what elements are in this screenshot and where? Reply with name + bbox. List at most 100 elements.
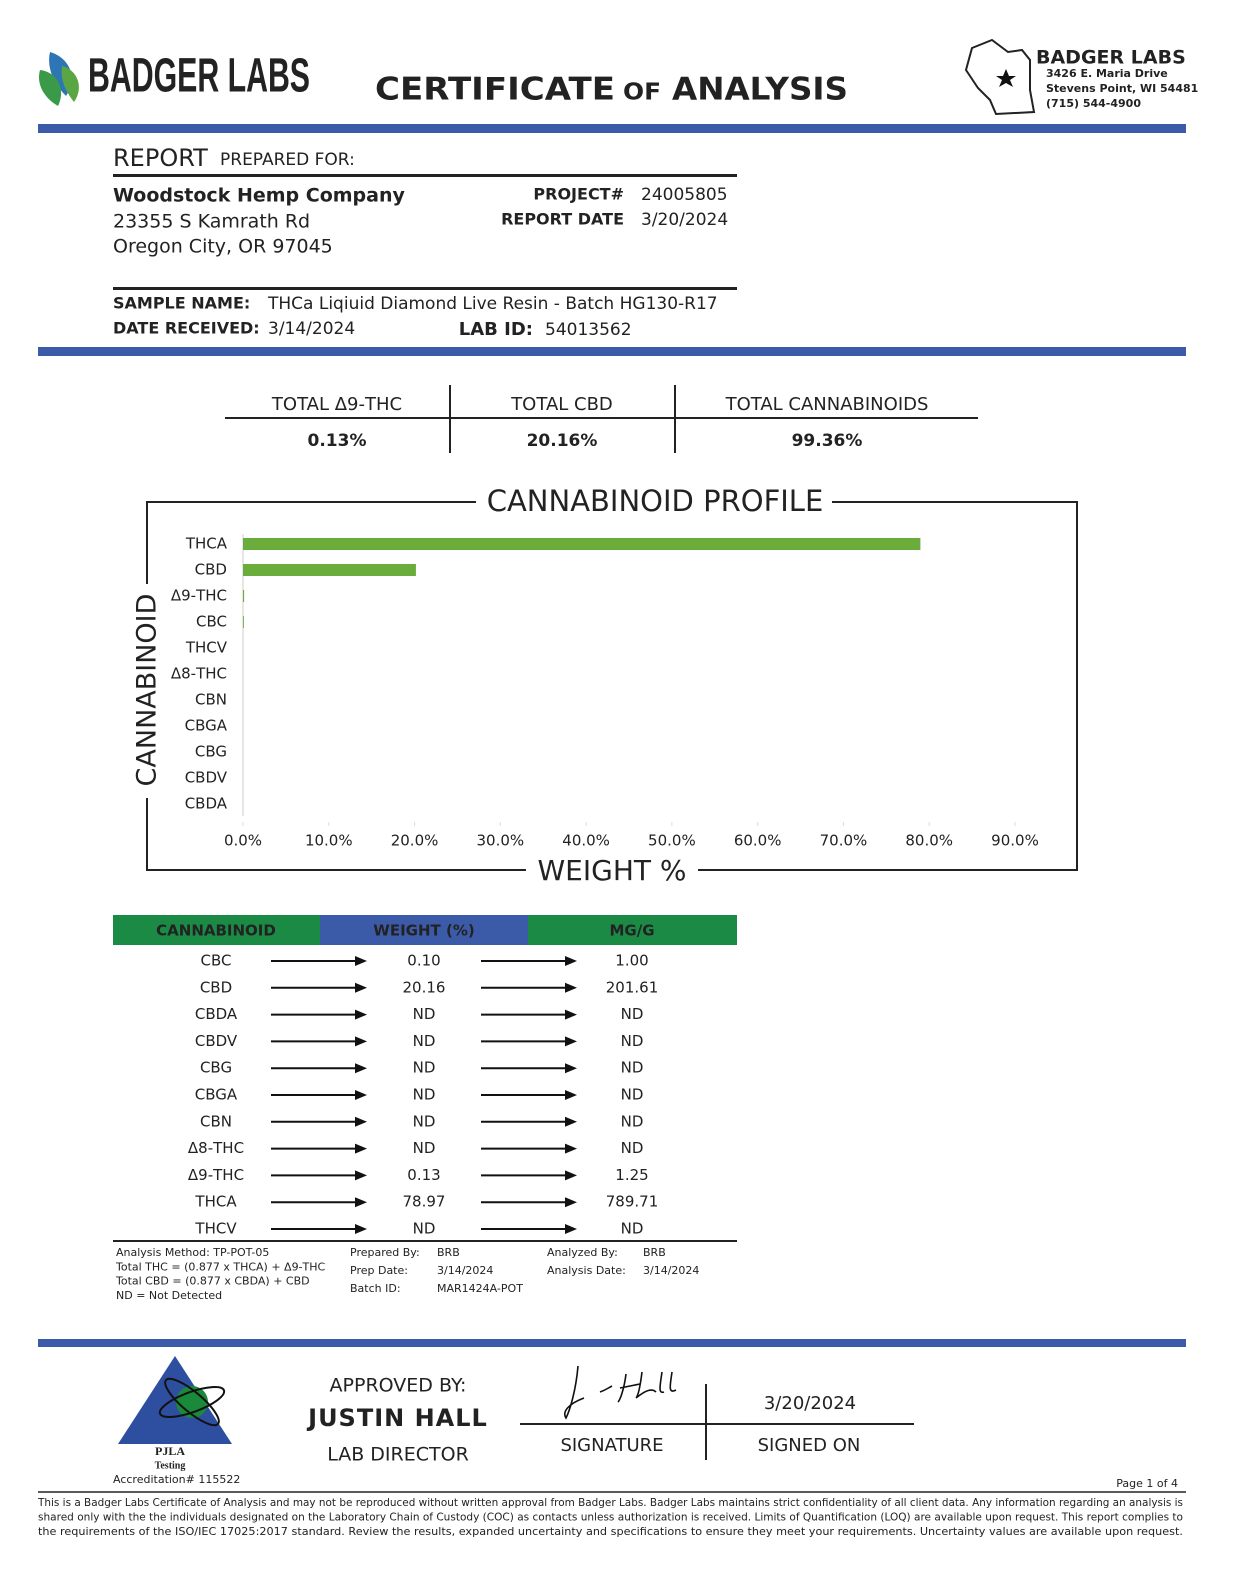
arrow-head bbox=[565, 1036, 577, 1047]
arrow-head bbox=[565, 1143, 577, 1154]
table-cell: ND bbox=[621, 1005, 644, 1023]
arrow-head bbox=[565, 1197, 577, 1208]
table-cell: CBGA bbox=[195, 1086, 238, 1104]
note: ND = Not Detected bbox=[116, 1289, 222, 1302]
arrow-head bbox=[565, 1009, 577, 1020]
y-tick-label: CBN bbox=[195, 691, 227, 709]
x-axis-title: WEIGHT % bbox=[538, 854, 687, 887]
table-cell: ND bbox=[621, 1220, 644, 1238]
pjla-logo bbox=[118, 1356, 232, 1444]
note-label: Prep Date: bbox=[350, 1264, 408, 1277]
document-title: CERTIFICATE bbox=[375, 72, 615, 108]
field-label: REPORT DATE bbox=[501, 210, 624, 229]
brand-logo bbox=[38, 52, 79, 106]
x-tick-label: 80.0% bbox=[905, 832, 953, 850]
table-cell: CBN bbox=[200, 1112, 232, 1130]
state-outline bbox=[964, 38, 1036, 116]
brand-name: BADGER LABS bbox=[88, 50, 310, 103]
disclaimer: shared only with the the individuals des… bbox=[38, 1512, 1183, 1524]
field-value: 24005805 bbox=[641, 185, 728, 205]
y-tick-label: THCV bbox=[185, 639, 228, 657]
x-tick-label: 10.0% bbox=[305, 832, 353, 850]
column-header: MG/G bbox=[609, 922, 654, 940]
total-label: TOTAL CBD bbox=[510, 394, 613, 415]
table-cell: ND bbox=[413, 1059, 436, 1077]
note-value: 3/14/2024 bbox=[643, 1264, 699, 1277]
note-label: Batch ID: bbox=[350, 1282, 401, 1295]
x-tick-label: 90.0% bbox=[991, 832, 1039, 850]
approver-role: LAB DIRECTOR bbox=[327, 1444, 469, 1466]
table-cell: 0.10 bbox=[407, 952, 440, 970]
table-cell: 78.97 bbox=[403, 1193, 446, 1211]
total-value: 99.36% bbox=[792, 431, 863, 451]
signed-on-label: SIGNED ON bbox=[758, 1435, 861, 1456]
table-header-cell bbox=[528, 915, 737, 945]
table-cell: 20.16 bbox=[403, 978, 446, 996]
table-cell: 789.71 bbox=[606, 1193, 659, 1211]
x-tick-label: 70.0% bbox=[820, 832, 868, 850]
field-label: DATE RECEIVED: bbox=[113, 319, 260, 338]
lab-phone: (715) 544-4900 bbox=[1046, 97, 1141, 110]
star-icon bbox=[996, 69, 1016, 87]
arrow-head bbox=[565, 1090, 577, 1100]
table-cell: ND bbox=[413, 1032, 436, 1050]
y-tick-label: CBG bbox=[195, 743, 227, 761]
divider bbox=[113, 174, 737, 177]
column-header: CANNABINOID bbox=[156, 922, 276, 940]
x-tick-label: 60.0% bbox=[734, 832, 782, 850]
arrow-head bbox=[355, 1197, 367, 1208]
bar bbox=[243, 538, 921, 550]
section-label: REPORT bbox=[113, 144, 208, 172]
approver-name: JUSTIN HALL bbox=[306, 1404, 488, 1432]
table-cell: 0.13 bbox=[407, 1166, 440, 1184]
note: Analysis Method: TP-POT-05 bbox=[116, 1246, 269, 1259]
lab-address: Stevens Point, WI 54481 bbox=[1046, 82, 1198, 95]
field-value: 54013562 bbox=[545, 320, 632, 340]
total-label: TOTAL Δ9-THC bbox=[271, 394, 402, 415]
y-axis-title: CANNABINOID bbox=[132, 594, 163, 787]
table-header-cell bbox=[113, 915, 320, 945]
bar bbox=[243, 616, 244, 628]
arrow-head bbox=[355, 1170, 367, 1181]
column-header: WEIGHT (%) bbox=[373, 922, 474, 940]
table-cell: ND bbox=[413, 1086, 436, 1104]
signature-label: SIGNATURE bbox=[560, 1435, 663, 1456]
divider bbox=[38, 347, 1186, 356]
client-address: 23355 S Kamrath Rd bbox=[113, 211, 310, 233]
note: Total CBD = (0.877 x CBDA) + CBD bbox=[115, 1275, 310, 1288]
total-label: TOTAL CANNABINOIDS bbox=[725, 394, 929, 415]
note-label: Prepared By: bbox=[350, 1246, 420, 1259]
note-value: 3/14/2024 bbox=[437, 1264, 493, 1277]
total-value: 20.16% bbox=[527, 431, 598, 451]
divider bbox=[38, 1339, 1186, 1347]
table-cell: ND bbox=[621, 1139, 644, 1157]
x-tick-label: 30.0% bbox=[477, 832, 525, 850]
accreditation-org: PJLA bbox=[155, 1444, 185, 1458]
y-tick-label: Δ8-THC bbox=[171, 665, 227, 683]
arrow-head bbox=[565, 956, 577, 966]
label-gap bbox=[476, 490, 832, 516]
arrow-head bbox=[355, 1090, 367, 1100]
field-value: 3/20/2024 bbox=[641, 210, 728, 230]
table-cell: CBG bbox=[200, 1059, 232, 1077]
x-tick-label: 50.0% bbox=[648, 832, 696, 850]
divider bbox=[38, 124, 1186, 133]
field-label: LAB ID: bbox=[459, 319, 533, 340]
arrow-head bbox=[355, 1063, 367, 1074]
y-tick-label: CBD bbox=[195, 561, 227, 579]
table-cell: ND bbox=[621, 1112, 644, 1130]
table-cell: ND bbox=[413, 1139, 436, 1157]
note-value: BRB bbox=[437, 1246, 460, 1259]
accreditation-number: Accreditation# 115522 bbox=[113, 1473, 240, 1486]
bar bbox=[243, 564, 416, 576]
arrow-head bbox=[565, 1170, 577, 1181]
note-value: BRB bbox=[643, 1246, 666, 1259]
note: Total THC = (0.877 x THCA) + Δ9-THC bbox=[115, 1260, 326, 1273]
y-tick-label: CBC bbox=[196, 613, 227, 631]
signed-date: 3/20/2024 bbox=[764, 1393, 856, 1414]
arrow-head bbox=[355, 956, 367, 966]
field-value: 3/14/2024 bbox=[268, 319, 355, 339]
arrow-head bbox=[355, 982, 367, 993]
note-value: MAR1424A-POT bbox=[437, 1282, 523, 1295]
